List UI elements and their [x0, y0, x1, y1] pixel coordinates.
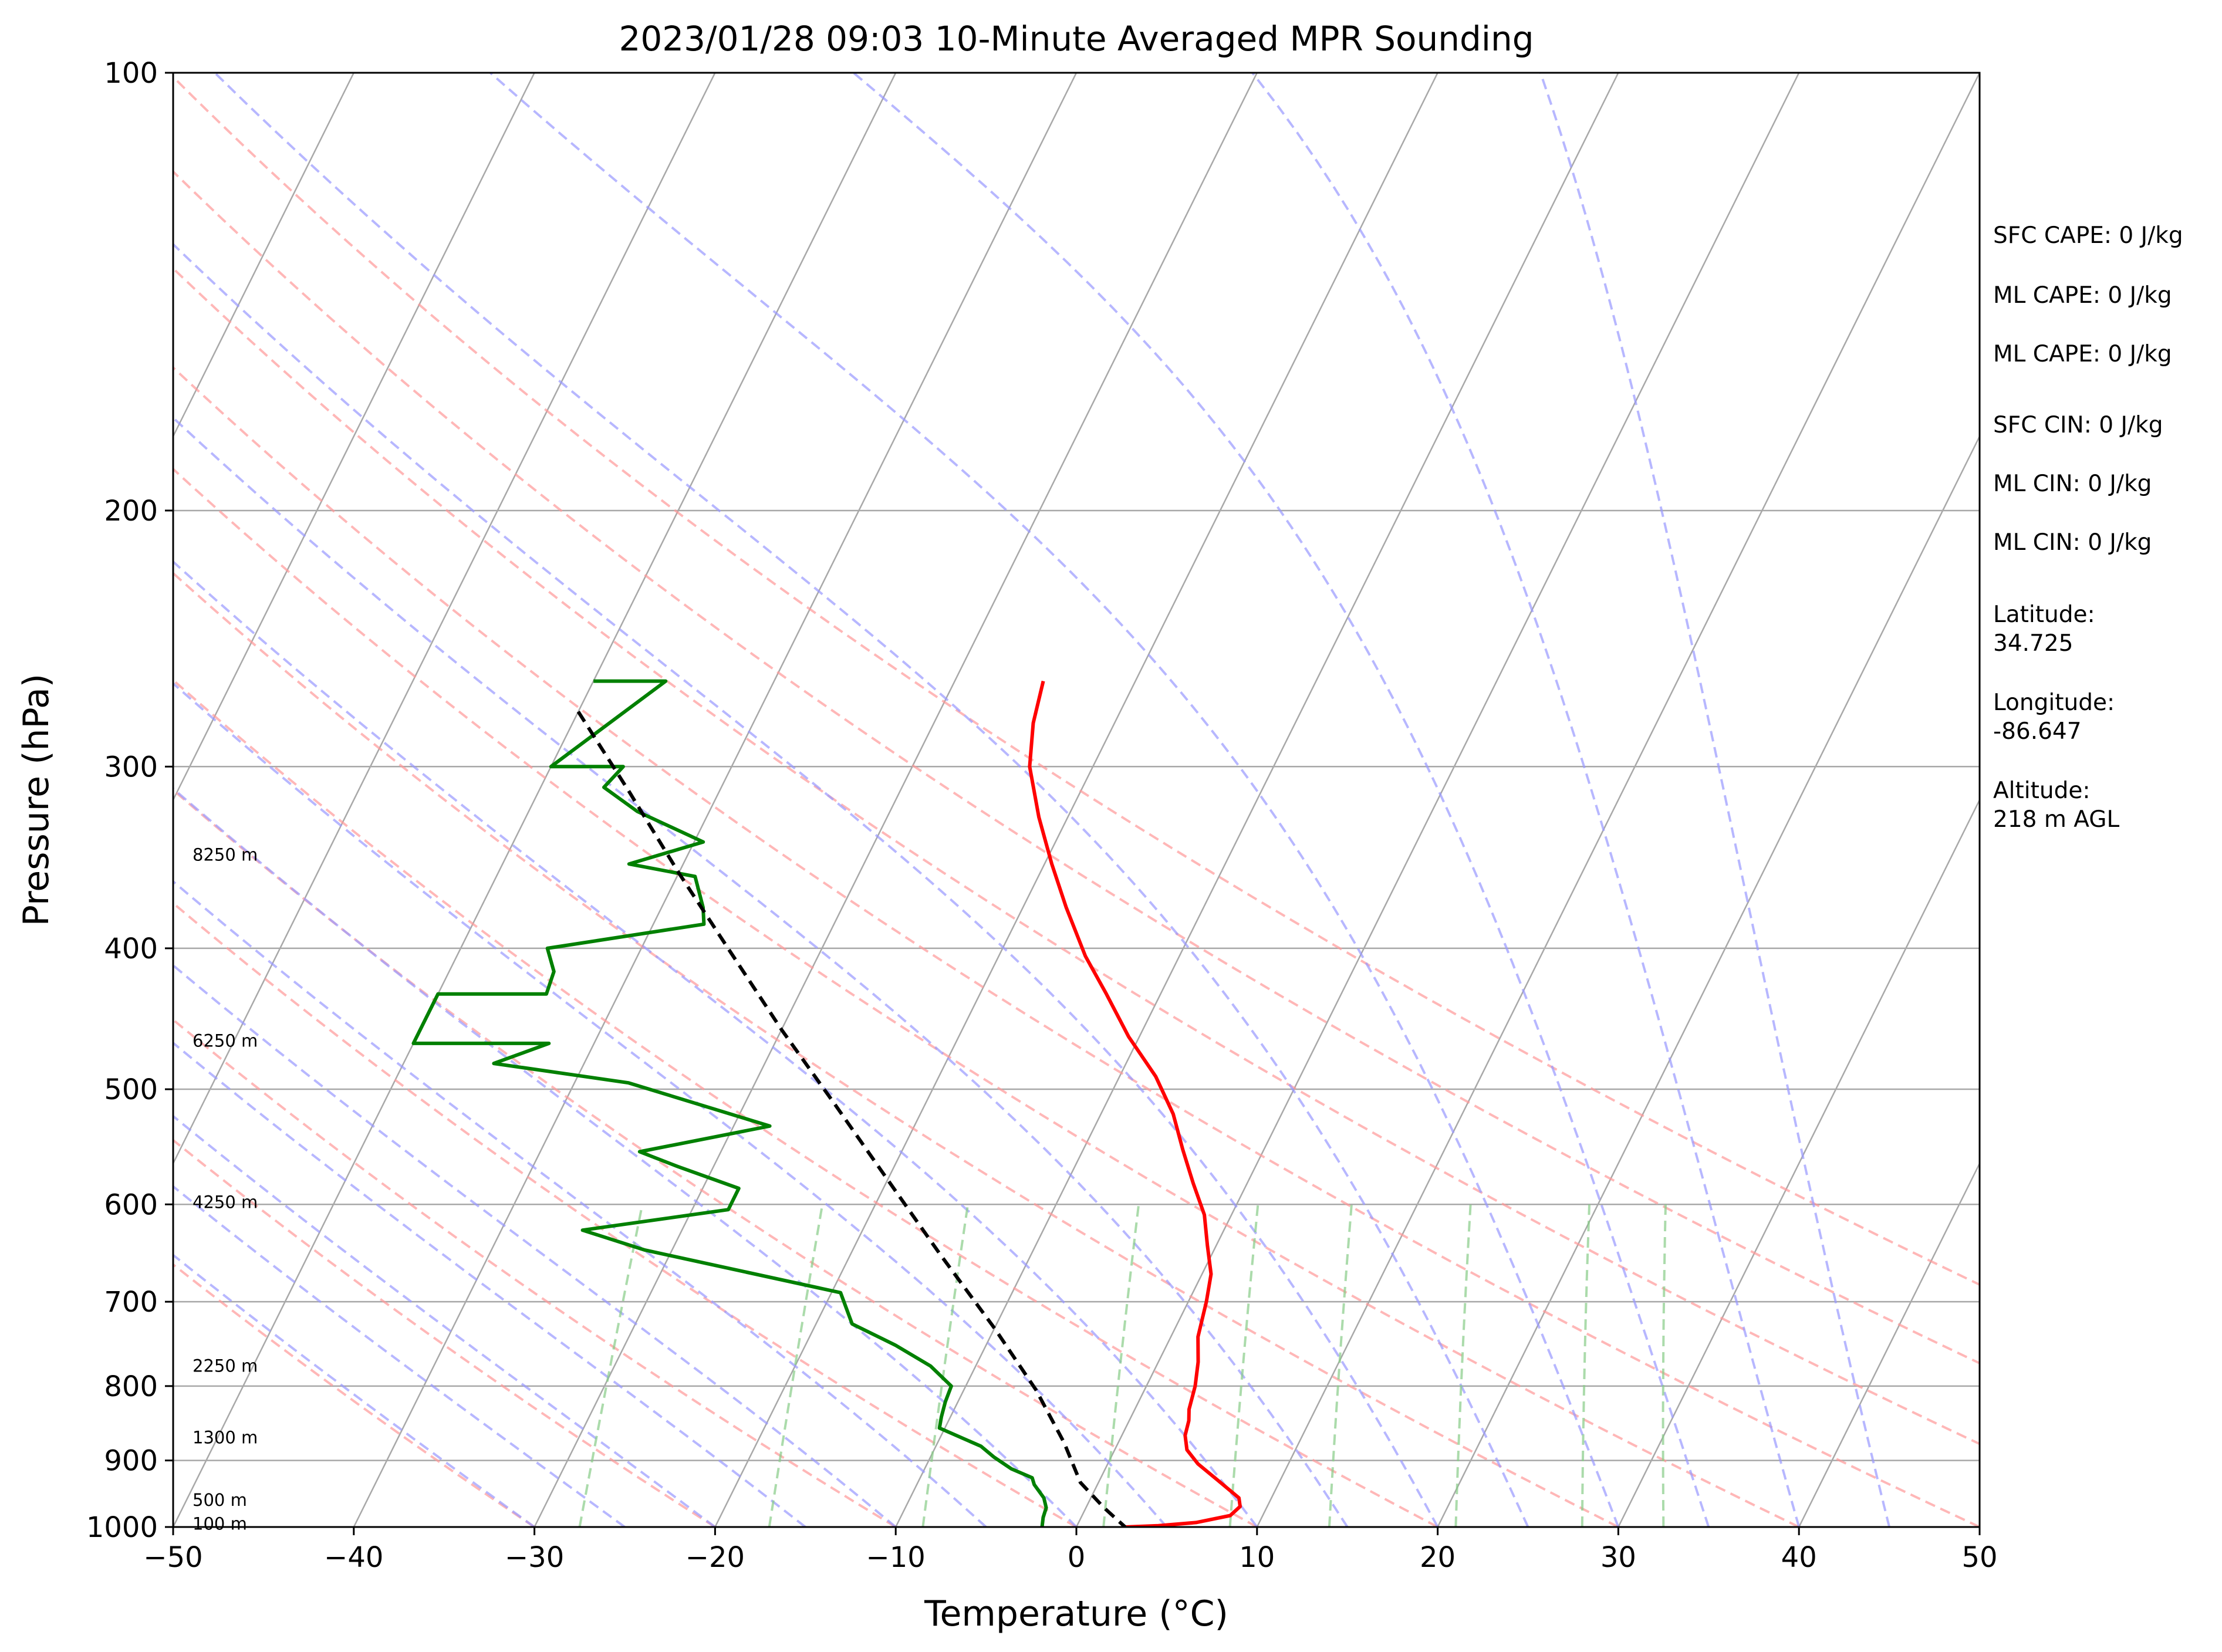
- x-tick-label: −40: [324, 1541, 383, 1574]
- longitude-value: -86.647: [1993, 718, 2082, 745]
- altitude-label: Altitude:: [1993, 778, 2091, 804]
- y-axis-label: Pressure (hPa): [16, 674, 57, 926]
- y-tick-label: 600: [104, 1188, 158, 1221]
- height-label: 6250 m: [193, 1031, 258, 1050]
- height-label: 8250 m: [193, 845, 258, 865]
- longitude-label: Longitude:: [1993, 690, 2115, 716]
- y-tick-label: 800: [104, 1370, 158, 1403]
- x-tick-label: 0: [1068, 1541, 1086, 1574]
- sfc-cin-text: SFC CIN: 0 J/kg: [1993, 412, 2163, 438]
- height-label: 2250 m: [193, 1356, 258, 1376]
- y-tick-label: 900: [104, 1445, 158, 1478]
- height-label: 100 m: [193, 1514, 247, 1534]
- x-tick-label: 30: [1600, 1541, 1636, 1574]
- x-tick-label: 40: [1781, 1541, 1817, 1574]
- height-label: 4250 m: [193, 1192, 258, 1212]
- y-tick-label: 400: [104, 933, 158, 965]
- y-tick-label: 700: [104, 1286, 158, 1319]
- x-tick-label: −50: [143, 1541, 202, 1574]
- ml-cin-text-2: ML CIN: 0 J/kg: [1993, 529, 2152, 556]
- y-tick-label: 1000: [86, 1511, 158, 1544]
- x-tick-label: −30: [505, 1541, 564, 1574]
- latitude-value: 34.725: [1993, 630, 2073, 657]
- altitude-value: 218 m AGL: [1993, 806, 2119, 833]
- x-tick-label: −10: [866, 1541, 926, 1574]
- y-tick-label: 200: [104, 495, 158, 528]
- height-label: 500 m: [193, 1490, 247, 1510]
- x-tick-label: −20: [685, 1541, 745, 1574]
- y-tick-label: 100: [104, 57, 158, 90]
- x-axis-label: Temperature (°C): [924, 1593, 1228, 1634]
- ml-cape-text-1: ML CAPE: 0 J/kg: [1993, 282, 2172, 309]
- y-tick-label: 300: [104, 751, 158, 783]
- ml-cin-text-1: ML CIN: 0 J/kg: [1993, 471, 2152, 497]
- latitude-label: Latitude:: [1993, 602, 2095, 628]
- height-label: 1300 m: [193, 1428, 258, 1448]
- chart-title: 2023/01/28 09:03 10-Minute Averaged MPR …: [619, 19, 1534, 59]
- sfc-cape-text: SFC CAPE: 0 J/kg: [1993, 222, 2183, 249]
- x-tick-label: 50: [1961, 1541, 1997, 1574]
- ml-cape-text-2: ML CAPE: 0 J/kg: [1993, 341, 2172, 367]
- x-tick-label: 20: [1420, 1541, 1456, 1574]
- y-tick-label: 500: [104, 1073, 158, 1106]
- x-tick-label: 10: [1239, 1541, 1275, 1574]
